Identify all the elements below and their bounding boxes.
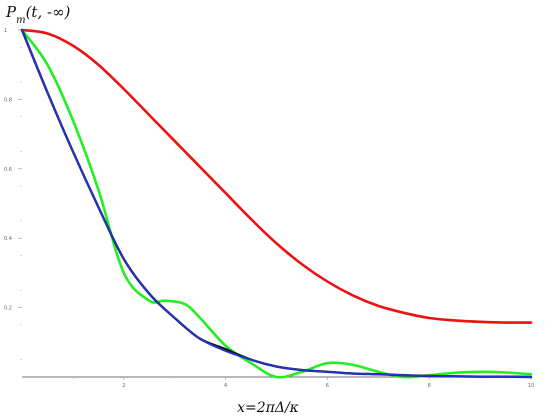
y-tick-label: 0.4 — [4, 236, 12, 242]
x-axis-label: x=2πΔ/κ — [237, 400, 299, 416]
x-tick-label: 8 — [428, 383, 431, 389]
x-tick-label: 2 — [122, 383, 125, 389]
x-tick-label: 10 — [528, 383, 534, 389]
x-tick-label: 4 — [224, 383, 227, 389]
y-axis-label: Pm(t, -∞) — [5, 3, 71, 26]
tick-group: 1 0.8 0.6 0.4 0.2 2 4 6 8 10 — [4, 28, 534, 389]
series-line-3 — [20, 28, 533, 379]
y-tick-label: 0.6 — [4, 167, 12, 173]
y-tick-label: 1 — [4, 28, 7, 34]
series-line-1 — [20, 28, 533, 324]
y-tick-label: 0.2 — [4, 306, 12, 312]
series-line-4 — [21, 29, 532, 378]
series-group — [20, 28, 533, 379]
y-tick-label: 0.8 — [4, 97, 12, 103]
x-tick-label: 6 — [326, 383, 329, 389]
series-line-2 — [20, 28, 533, 379]
